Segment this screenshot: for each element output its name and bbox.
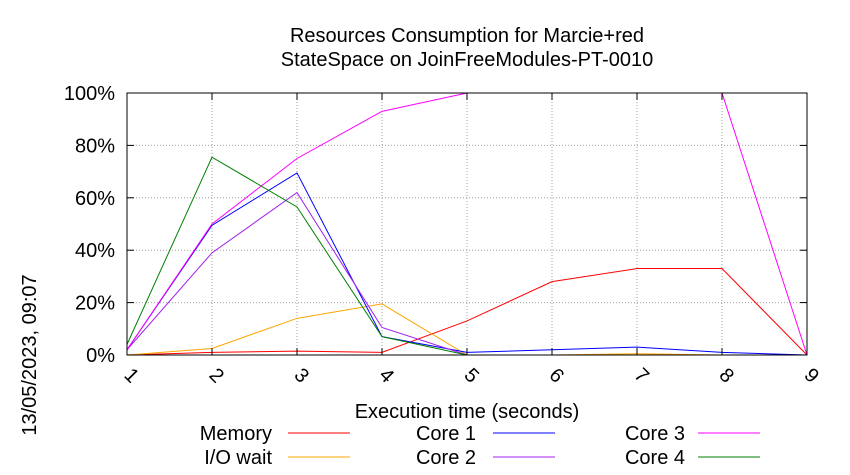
- grid: [127, 93, 807, 355]
- x-tick-label: 8: [715, 364, 738, 387]
- legend-label: Core 2: [416, 447, 476, 469]
- x-tick-label: 3: [290, 364, 313, 387]
- x-tick-label: 7: [630, 364, 653, 387]
- legend-label: I/O wait: [204, 447, 272, 469]
- y-tick-label: 20%: [75, 293, 115, 315]
- x-tick-label: 4: [375, 364, 398, 387]
- y-tick-label: 0%: [86, 345, 115, 367]
- x-tick-label: 9: [800, 364, 823, 387]
- x-tick-label: 1: [120, 364, 143, 387]
- legend-label: Core 3: [625, 423, 685, 445]
- chart-title-line-2: StateSpace on JoinFreeModules-PT-0010: [281, 49, 653, 71]
- chart-title-line-1: Resources Consumption for Marcie+red: [290, 25, 644, 47]
- timestamp-label: 13/05/2023, 09:07: [19, 274, 41, 435]
- x-tick-label: 6: [545, 364, 568, 387]
- series-line-i-o-wait: [126, 303, 807, 356]
- y-tick-label: 100%: [64, 83, 115, 105]
- series-line-memory: [126, 268, 808, 356]
- y-tick-label: 40%: [75, 240, 115, 262]
- x-axis-label: Execution time (seconds): [355, 401, 580, 423]
- y-axis-ticks: 0% 20% 40% 60% 80% 100%: [64, 83, 807, 367]
- legend-label: Memory: [200, 423, 272, 445]
- legend-label: Core 4: [625, 447, 685, 469]
- legend-label: Core 1: [416, 423, 476, 445]
- y-tick-label: 80%: [75, 135, 115, 157]
- x-tick-label: 5: [460, 364, 483, 387]
- x-tick-label: 2: [205, 364, 228, 387]
- y-tick-label: 60%: [75, 188, 115, 210]
